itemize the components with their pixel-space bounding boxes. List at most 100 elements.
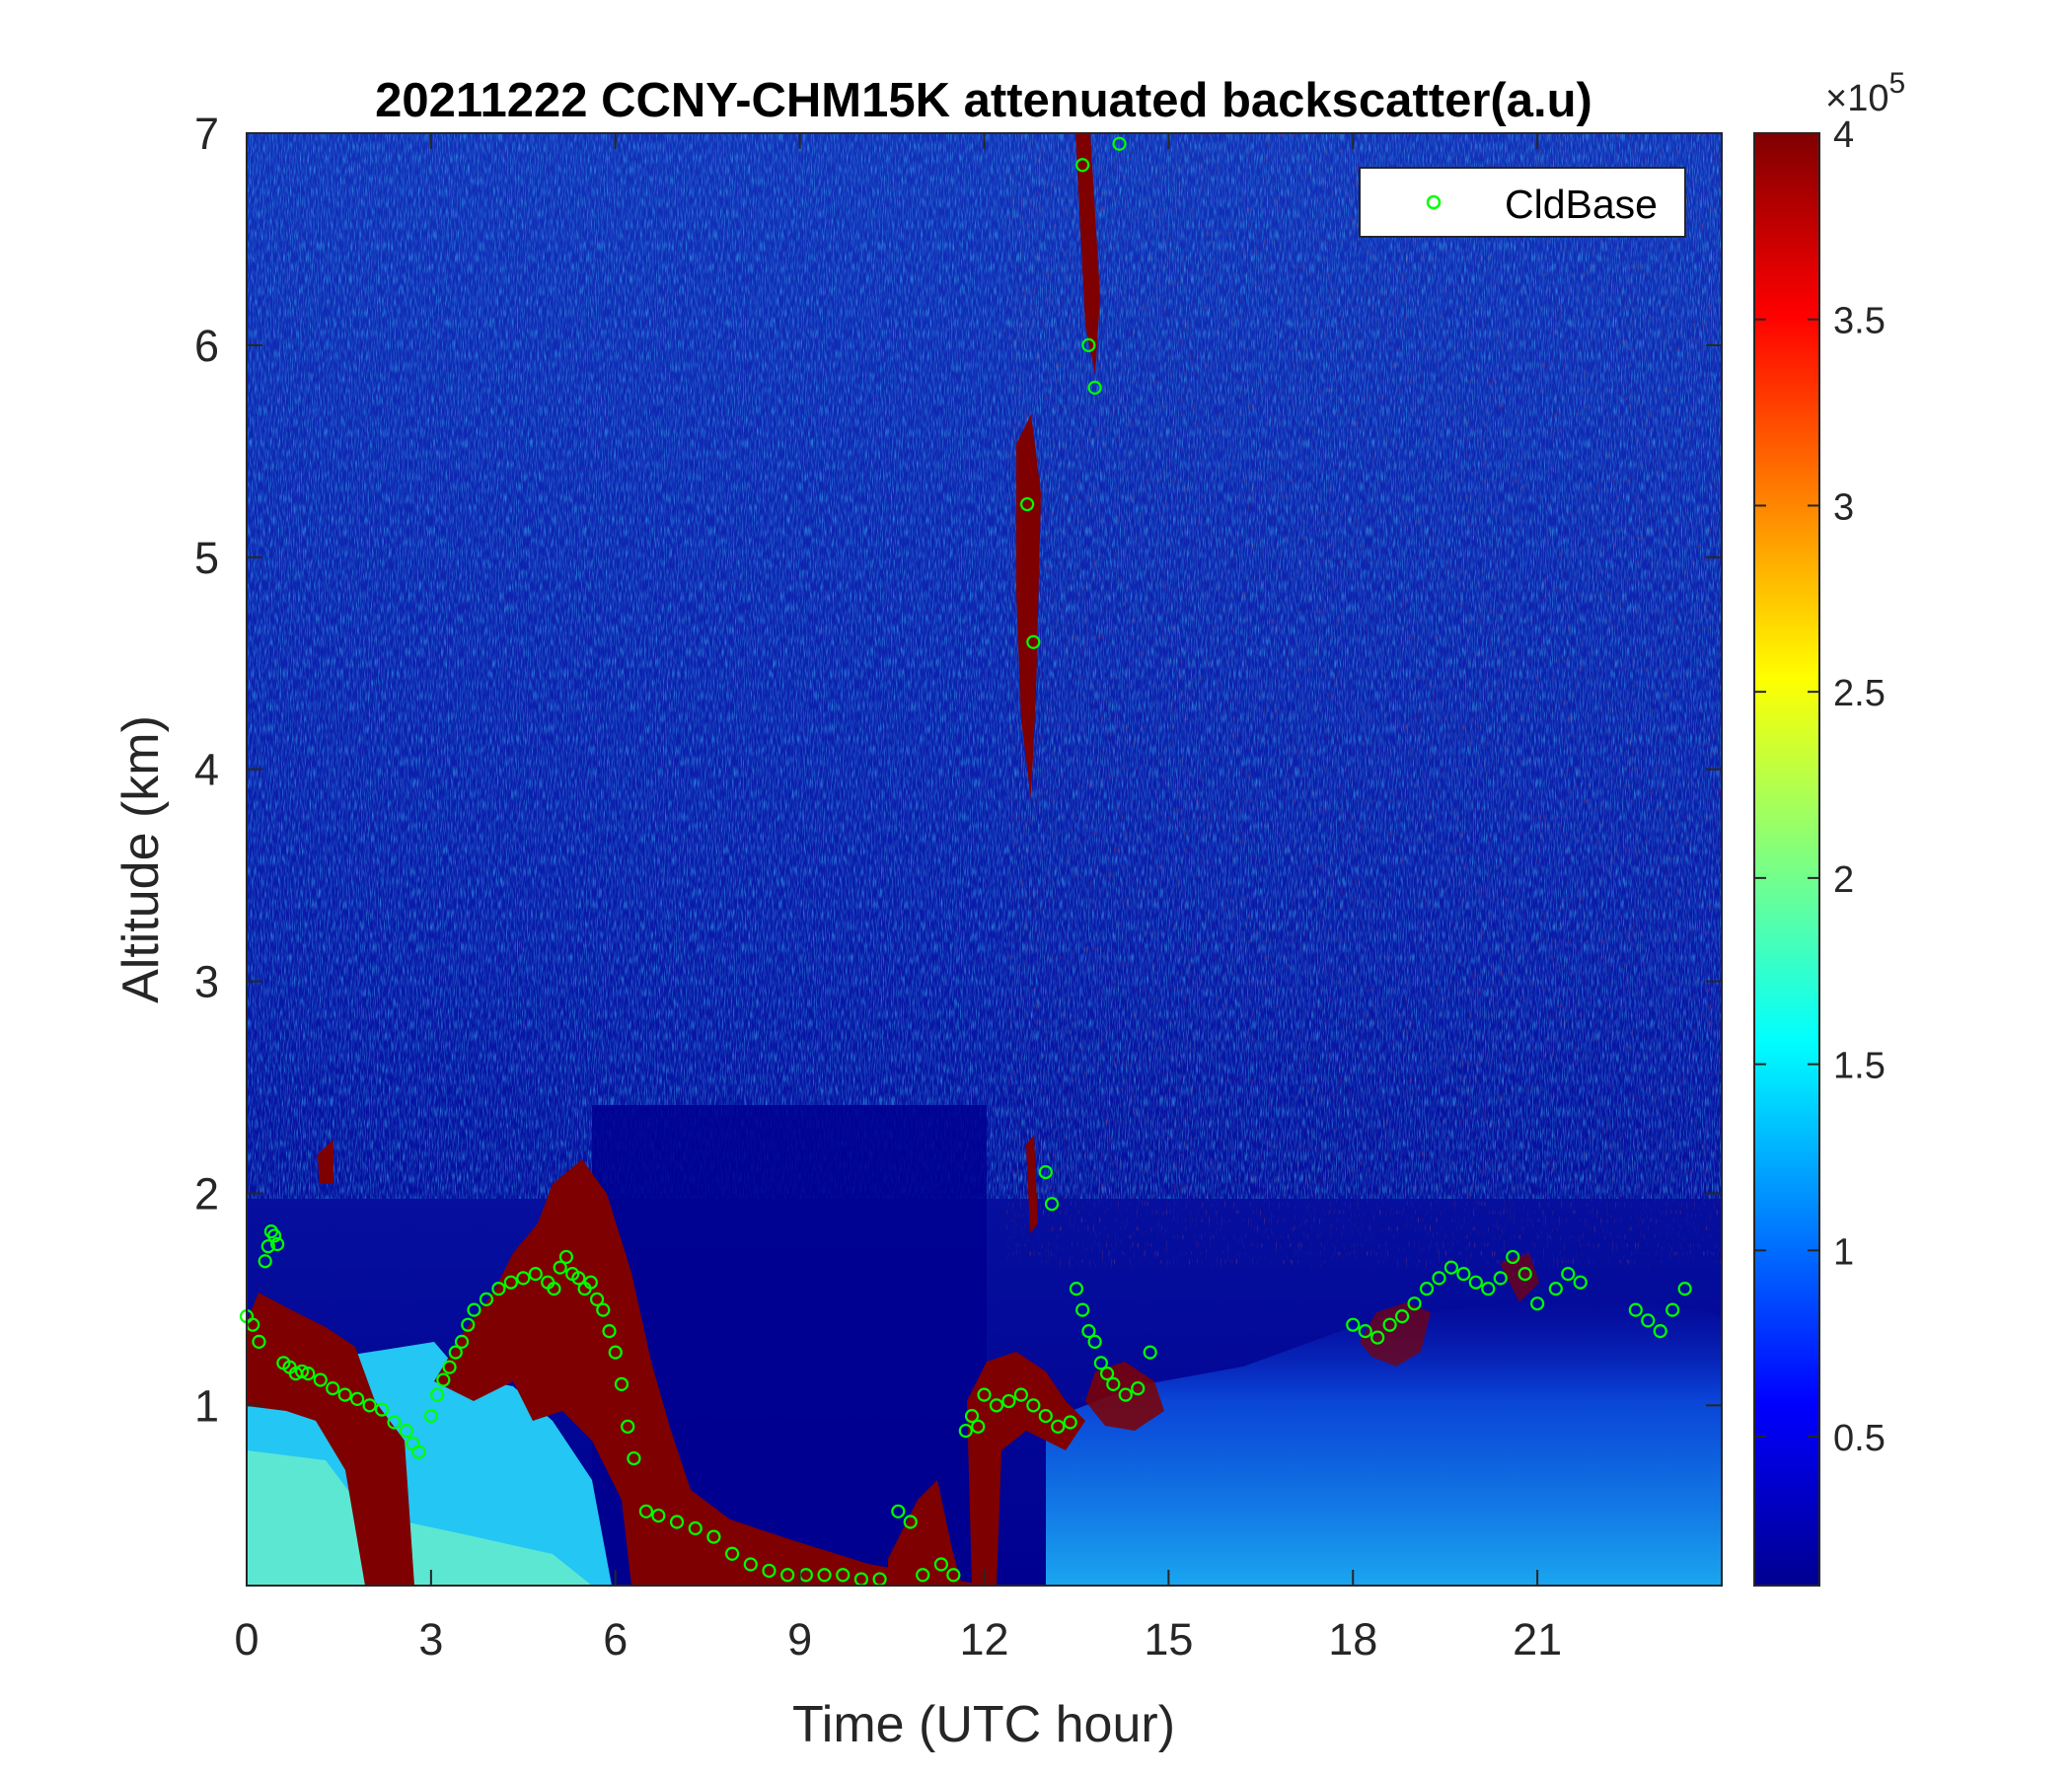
y-tick-label: 1 <box>194 1380 219 1431</box>
legend: CldBase <box>1359 167 1686 238</box>
y-axis-label: Altitude (km) <box>112 715 170 1003</box>
cldbase-point <box>817 1568 832 1583</box>
virga-noise-layer <box>1006 133 1722 1268</box>
colorbar-tick-label: 2.5 <box>1833 673 1886 714</box>
cldbase-point <box>762 1563 777 1579</box>
x-axis: 0 3 6 9 12 15 18 21 <box>234 133 1562 1665</box>
cldbase-point <box>411 1444 426 1459</box>
colorbar-tick-label: 3.5 <box>1833 301 1886 342</box>
cldbase-point <box>516 1271 531 1286</box>
cldbase-point <box>916 1568 930 1583</box>
cldbase-point <box>387 1415 402 1430</box>
cldbase-point <box>1432 1271 1446 1286</box>
cldbase-point <box>270 1236 285 1252</box>
cldbase-point <box>836 1568 851 1583</box>
cldbase-point <box>1548 1282 1563 1296</box>
cldbase-point <box>669 1515 685 1529</box>
y-tick-label: 5 <box>194 533 219 583</box>
colorbar-tick-label: 3 <box>1833 486 1854 528</box>
cldbase-point <box>1561 1267 1576 1282</box>
cldbase-point <box>1106 1376 1121 1391</box>
cldbase-point <box>461 1317 476 1332</box>
cloud-fragment-1h <box>318 1140 333 1184</box>
cldbase-point <box>1641 1313 1656 1328</box>
cldbase-point <box>1013 1387 1028 1402</box>
cldbase-point <box>258 1254 272 1269</box>
cldbase-point <box>491 1282 506 1296</box>
cldbase-point <box>1407 1296 1422 1311</box>
cldbase-point <box>589 1292 605 1306</box>
cldbase-point <box>903 1515 918 1529</box>
cldbase-point <box>946 1568 961 1583</box>
cldbase-point <box>1020 496 1035 512</box>
cldbase-point <box>362 1398 377 1413</box>
x-tick-label: 18 <box>1328 1614 1377 1665</box>
cldbase-point <box>1118 1387 1133 1402</box>
cldbase-point <box>260 1239 275 1254</box>
colorbar-exponent: ×105 <box>1825 67 1905 119</box>
boundary-layer-late <box>1046 1302 1722 1586</box>
colorbar-tick-label: 1.5 <box>1833 1046 1886 1087</box>
cldbase-point <box>1370 1330 1385 1345</box>
cldbase-point <box>1653 1324 1667 1339</box>
cldbase-point <box>1517 1267 1532 1282</box>
cldbase-point <box>688 1520 703 1536</box>
legend-marker-icon <box>1426 194 1442 210</box>
colorbar-tick-label: 4 <box>1833 114 1854 156</box>
x-tick-label: 12 <box>959 1614 1008 1665</box>
cldbase-point <box>374 1402 390 1417</box>
cldbase-point <box>1481 1282 1496 1296</box>
cldbase-point <box>964 1408 980 1424</box>
cldbase-point <box>1075 1302 1090 1317</box>
fall-streak-13h <box>1016 414 1041 799</box>
x-tick-label: 15 <box>1144 1614 1193 1665</box>
cldbase-point <box>583 1275 598 1290</box>
cldbase-point <box>1358 1324 1372 1339</box>
cldbase-point <box>503 1275 518 1290</box>
cldbase-point <box>614 1376 629 1391</box>
cldbase-point <box>1382 1317 1397 1332</box>
cldbase-point <box>1038 1164 1053 1180</box>
x-tick-label: 21 <box>1513 1614 1562 1665</box>
fall-streak-13h-low <box>1026 1135 1038 1233</box>
legend-entry-cldbase: CldBase <box>1505 182 1658 227</box>
colorbar-tick-label: 0.5 <box>1833 1418 1886 1459</box>
y-tick-label: 4 <box>194 745 219 795</box>
chart-title: 20211222 CCNY-CHM15K attenuated backscat… <box>375 74 1592 127</box>
cldbase-point <box>1665 1302 1680 1317</box>
cldbase-point <box>448 1345 463 1360</box>
cldbase-point <box>1001 1393 1016 1409</box>
cldbase-point <box>1112 136 1127 151</box>
cldbase-point <box>252 1334 266 1349</box>
cldbase-point <box>596 1302 611 1317</box>
cldbase-point <box>621 1419 635 1434</box>
colorbar: 0.5 1 1.5 2 2.5 3 3.5 4 ×105 <box>1753 67 1905 1587</box>
cldbase-point <box>638 1504 653 1518</box>
cldbase-point <box>1069 1282 1084 1296</box>
y-tick-label: 7 <box>194 109 219 159</box>
cldbase-point <box>1075 158 1090 173</box>
cloud-midnight-layer <box>434 1159 987 1586</box>
cldbase-point <box>706 1529 721 1544</box>
cldbase-point <box>553 1260 567 1275</box>
cldbase-point <box>1081 337 1096 352</box>
cldbase-point <box>528 1267 543 1282</box>
cldbase-point <box>1093 1356 1108 1370</box>
cldbase-point <box>1346 1317 1361 1332</box>
cldbase-point <box>1143 1345 1157 1360</box>
cldbase-point <box>1506 1249 1520 1265</box>
cldbase-point <box>743 1557 758 1572</box>
cldbase-point <box>1677 1282 1692 1296</box>
cldbase-point <box>1530 1296 1545 1311</box>
cldbase-markers <box>239 136 1692 1587</box>
cldbase-point <box>442 1360 457 1374</box>
colorbar-ticks: 0.5 1 1.5 2 2.5 3 3.5 4 <box>1754 114 1886 1459</box>
cldbase-point <box>430 1387 445 1402</box>
colorbar-gradient <box>1753 132 1820 1587</box>
plot-area <box>247 133 1722 1586</box>
cldbase-point <box>350 1391 365 1406</box>
cldbase-point <box>337 1387 352 1402</box>
colorbar-tick-label: 1 <box>1833 1231 1854 1273</box>
cldbase-point <box>933 1557 948 1572</box>
